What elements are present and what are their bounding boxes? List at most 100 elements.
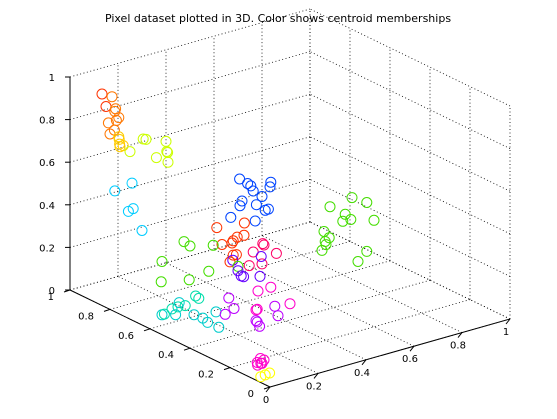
data-point xyxy=(172,301,184,313)
side-wall-grid-line xyxy=(309,93,511,192)
y-tick-mark xyxy=(263,386,271,390)
data-point xyxy=(117,140,129,152)
data-point xyxy=(256,357,268,369)
data-point xyxy=(250,199,262,211)
data-point xyxy=(211,222,223,234)
y-tick-label: 1 xyxy=(48,292,54,303)
x-tick-label: 0 xyxy=(263,395,269,406)
grid-layer xyxy=(69,8,511,388)
z-tick-label: 0.6 xyxy=(39,158,55,169)
side-wall-grid-line xyxy=(309,221,511,320)
x-axis-line xyxy=(269,318,511,388)
data-point xyxy=(361,245,373,257)
x-tick-mark xyxy=(505,318,511,325)
data-point xyxy=(352,256,364,267)
data-point xyxy=(166,303,178,315)
data-point xyxy=(179,300,191,312)
data-point xyxy=(109,185,121,197)
data-point xyxy=(316,244,328,256)
data-point xyxy=(136,225,148,236)
data-point xyxy=(238,229,250,241)
data-point xyxy=(236,195,248,207)
data-point xyxy=(226,237,238,249)
z-tick-label: 0 xyxy=(49,286,55,297)
data-point xyxy=(193,292,205,304)
data-point xyxy=(161,146,173,157)
data-point xyxy=(207,239,219,251)
y-tick-mark xyxy=(103,308,111,312)
y-tick-label: 0.2 xyxy=(198,370,214,381)
floor-grid-line xyxy=(189,279,431,349)
data-point xyxy=(102,117,114,129)
data-point xyxy=(170,309,182,321)
data-point xyxy=(243,260,255,272)
data-point xyxy=(210,306,222,318)
data-point xyxy=(197,312,209,324)
data-point xyxy=(247,185,259,197)
z-tick-label: 0.8 xyxy=(39,116,55,127)
x-tick-mark xyxy=(265,386,271,393)
data-point xyxy=(173,297,185,309)
data-point xyxy=(257,238,269,250)
data-point xyxy=(230,249,242,261)
data-point xyxy=(232,265,244,277)
data-point xyxy=(160,135,172,147)
data-point xyxy=(269,300,281,312)
data-point xyxy=(232,260,244,272)
data-point xyxy=(264,181,276,193)
data-point xyxy=(368,214,380,226)
data-point xyxy=(106,91,118,103)
data-point xyxy=(127,203,139,215)
data-point xyxy=(251,357,263,368)
back-wall-grid-line xyxy=(69,136,311,206)
x-tick-label: 0.2 xyxy=(306,381,322,392)
floor-grid-line xyxy=(213,248,415,347)
y-axis-line xyxy=(69,289,271,388)
side-wall-grid-line xyxy=(309,179,511,277)
data-points xyxy=(96,88,380,383)
x-tick-mark xyxy=(457,332,463,338)
data-point xyxy=(178,236,190,248)
back-wall-grid-line xyxy=(69,51,311,120)
x-tick-mark xyxy=(313,373,319,379)
side-wall-grid-line xyxy=(309,51,511,149)
data-point xyxy=(190,290,202,302)
data-point xyxy=(284,298,296,310)
data-point xyxy=(258,239,270,251)
data-point xyxy=(219,308,231,320)
data-point xyxy=(346,192,358,204)
back-wall-grid-line xyxy=(69,221,311,291)
data-point xyxy=(140,133,152,145)
data-point xyxy=(252,285,264,297)
data-point xyxy=(96,88,108,100)
z-tick-label: 0.2 xyxy=(39,243,55,254)
data-point xyxy=(324,201,336,213)
floor-grid-line xyxy=(149,260,391,330)
x-tick-label: 1 xyxy=(503,327,509,338)
axis-layer xyxy=(63,76,511,393)
data-point xyxy=(203,265,215,277)
data-point xyxy=(339,208,351,220)
back-wall-grid-line xyxy=(69,93,311,163)
chart-title: Pixel dataset plotted in 3D. Color shows… xyxy=(105,12,451,25)
z-tick-label: 0.4 xyxy=(39,201,55,212)
data-point xyxy=(213,321,225,333)
data-point xyxy=(249,215,261,227)
data-point xyxy=(110,114,122,126)
data-point xyxy=(113,131,125,143)
y-tick-label: 0.8 xyxy=(78,311,94,322)
data-point xyxy=(264,367,276,379)
data-point xyxy=(256,258,268,270)
data-point xyxy=(235,270,247,282)
x-tick-label: 0.6 xyxy=(402,354,418,365)
x-tick-mark xyxy=(409,345,415,352)
data-point xyxy=(265,176,277,188)
data-point xyxy=(183,274,195,286)
data-point xyxy=(158,308,170,320)
data-point xyxy=(238,217,250,229)
data-point xyxy=(124,146,136,158)
y-tick-mark xyxy=(143,328,151,332)
data-point xyxy=(110,103,122,115)
